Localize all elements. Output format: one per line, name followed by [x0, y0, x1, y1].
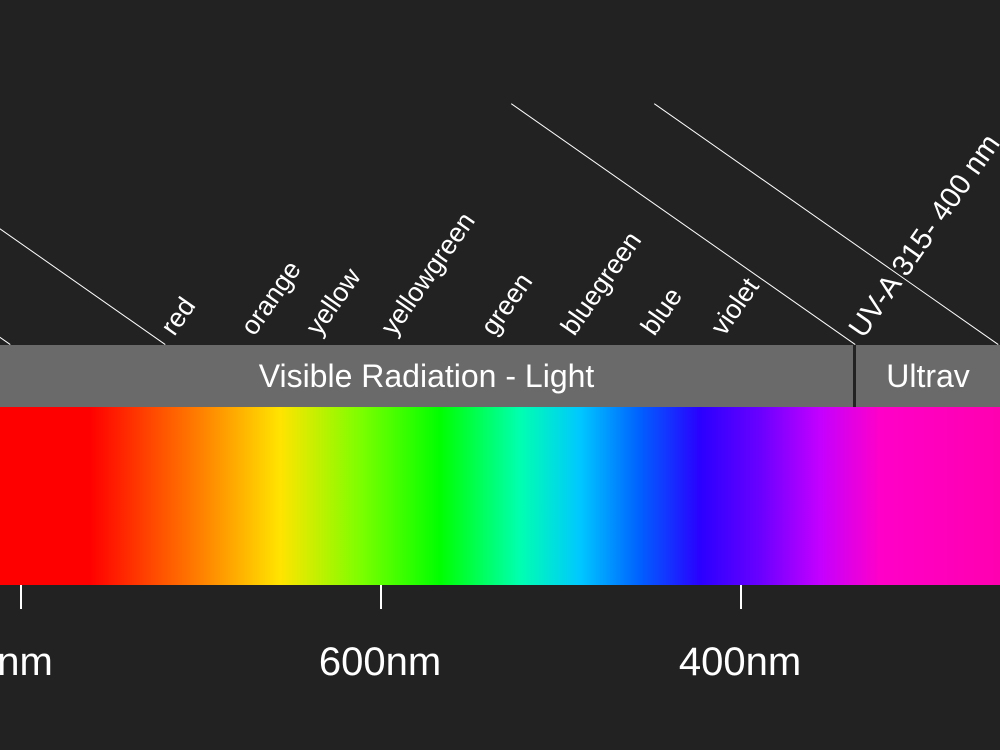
guide-line — [0, 103, 11, 345]
color-label: orange — [235, 255, 308, 341]
axis-tick — [380, 585, 382, 609]
color-label: yellow — [300, 263, 368, 341]
axis-tick — [740, 585, 742, 609]
uv-a-label: UV-A 315- 400 nm — [842, 128, 1000, 344]
color-label: bluegreen — [555, 226, 648, 341]
axis-tick — [20, 585, 22, 609]
color-label: blue — [635, 282, 689, 341]
axis-label: 400nm — [679, 640, 801, 685]
color-label: red — [155, 292, 202, 341]
spectrum-diagram: red orangeyellowyellowgreengreenbluegreen… — [0, 0, 1000, 750]
visible-band-bar: Visible Radiation - Light — [0, 345, 853, 407]
axis-label: nm — [0, 640, 53, 685]
uv-band-bar: Ultrav — [856, 345, 1000, 407]
band-label: Ultrav — [886, 358, 970, 395]
spectrum-gradient — [0, 407, 1000, 585]
color-label: green — [475, 267, 540, 341]
axis-label: 600nm — [319, 640, 441, 685]
guide-line — [511, 103, 856, 345]
guide-line — [0, 103, 166, 345]
color-label: violet — [705, 272, 766, 341]
band-label: Visible Radiation - Light — [259, 358, 595, 395]
color-label: yellowgreen — [375, 207, 482, 341]
